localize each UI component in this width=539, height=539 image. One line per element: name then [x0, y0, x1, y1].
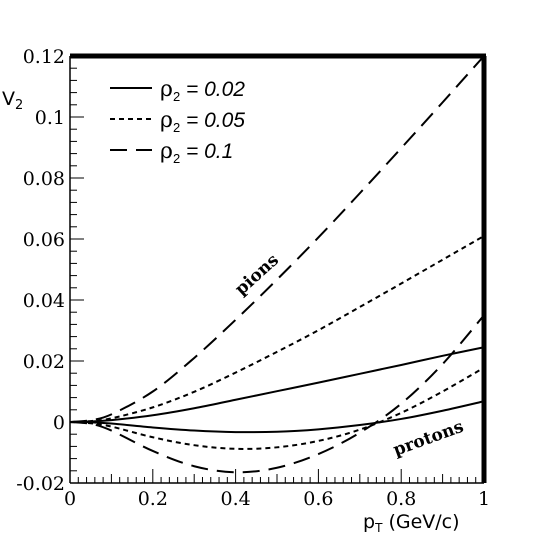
y-tick-label: 0.04: [23, 290, 65, 312]
axis-tick-labels: 0 0.2 0.4 0.6 0.8 1-0.0200.020.040.060.080.10…: [16, 46, 490, 510]
y-tick-label: 0.1: [35, 107, 65, 129]
y-axis-title: V2: [2, 88, 23, 113]
x-tick-label: 0.4: [220, 488, 250, 510]
legend-value: = 0.1: [180, 140, 233, 163]
protons-curve-dashed: [69, 314, 485, 474]
legend-subscript: 2: [173, 120, 180, 135]
legend-value: = 0.02: [180, 78, 245, 101]
legend-label: ρ2 = 0.02: [160, 77, 245, 104]
y-axis-title-main: V: [2, 88, 15, 110]
y-tick-label: 0.06: [23, 229, 65, 251]
protons-curve-solid: [69, 400, 485, 434]
x-tick-label: 0.8: [386, 488, 416, 510]
legend-subscript: 2: [173, 151, 180, 166]
x-tick-label: 1: [478, 488, 490, 510]
legend-label: ρ2 = 0.05: [160, 108, 245, 135]
x-axis-title: pT (GeV/c): [363, 511, 460, 535]
x-axis-title-sub: T: [374, 521, 383, 535]
y-tick-label: 0: [53, 412, 65, 434]
x-tick-label: 0.2: [138, 488, 168, 510]
pions-curve-dotted: [69, 235, 485, 423]
y-tick-label: 0.08: [23, 168, 65, 190]
y-tick-label: 0.12: [23, 46, 65, 68]
x-tick-label: 0: [64, 488, 76, 510]
y-tick-label: 0.02: [23, 351, 65, 373]
legend-symbol: ρ: [160, 139, 173, 164]
pions-curve-solid: [69, 346, 485, 423]
annotations: pions protons: [231, 250, 466, 460]
data-curves: [69, 55, 485, 474]
x-axis-title-main: p: [363, 511, 375, 533]
x-axis-title-rest: (GeV/c): [382, 511, 459, 533]
annotation-protons: protons: [391, 417, 467, 461]
protons-curve-dotted: [69, 366, 485, 450]
legend-value: = 0.05: [180, 109, 245, 132]
legend-symbol: ρ: [160, 77, 173, 102]
legend-label: ρ2 = 0.1: [160, 139, 233, 166]
y-tick-label: -0.02: [16, 473, 65, 495]
legend-subscript: 2: [173, 89, 180, 104]
annotation-pions: pions: [231, 250, 283, 299]
y-axis-title-sub: 2: [15, 98, 23, 113]
pions-curve-dashed: [69, 55, 485, 423]
legend-symbol: ρ: [160, 108, 173, 133]
x-tick-label: 0.6: [303, 488, 333, 510]
